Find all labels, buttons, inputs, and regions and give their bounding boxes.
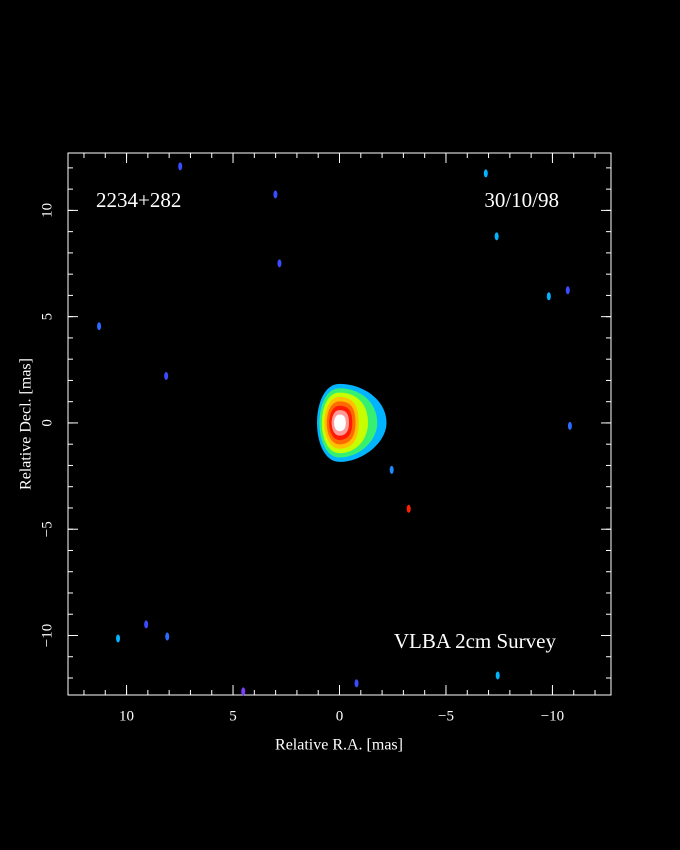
y-tick-label: 5: [39, 313, 55, 321]
source-name: 2234+282: [96, 188, 181, 212]
spot: [354, 679, 359, 688]
x-tick-label: 5: [229, 708, 237, 724]
spot: [546, 292, 551, 301]
y-tick-label: 10: [39, 203, 55, 218]
spot: [144, 620, 149, 629]
spot: [483, 169, 488, 178]
spot: [567, 421, 572, 430]
spot: [495, 671, 500, 680]
spot: [178, 162, 183, 171]
x-tick-label: 10: [119, 708, 134, 724]
spot: [389, 465, 394, 474]
x-tick-label: 0: [336, 708, 344, 724]
spot: [273, 190, 278, 199]
x-axis-label: Relative R.A. [mas]: [275, 737, 403, 754]
x-tick-label: −10: [541, 708, 564, 724]
epoch: 30/10/98: [484, 188, 559, 212]
core-level: [334, 414, 346, 432]
y-tick-label: −10: [39, 624, 55, 647]
spot: [406, 504, 411, 513]
spot: [565, 286, 570, 295]
spot: [277, 259, 282, 268]
spot: [116, 634, 121, 643]
spot: [494, 232, 499, 241]
survey-label: VLBA 2cm Survey: [394, 629, 557, 653]
spot: [165, 632, 170, 641]
y-tick-label: −5: [39, 521, 55, 537]
y-tick-label: 0: [39, 419, 55, 427]
y-axis-label: Relative Decl. [mas]: [18, 358, 35, 490]
spot: [97, 322, 102, 331]
x-tick-label: −5: [438, 708, 454, 724]
spot: [164, 371, 169, 380]
spot: [241, 687, 246, 696]
